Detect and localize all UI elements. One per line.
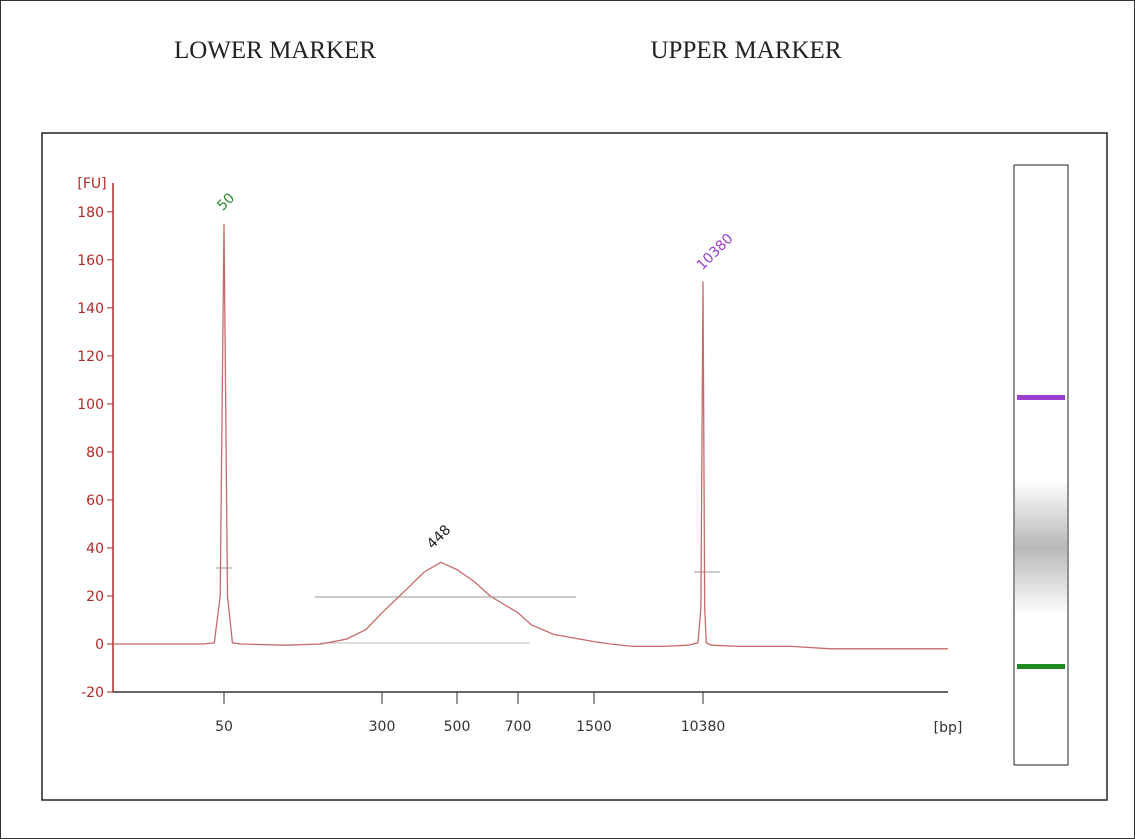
y-tick-label: 160	[77, 253, 104, 269]
y-tick-label: 20	[86, 589, 104, 605]
y-tick-label: 0	[95, 637, 104, 653]
gel-band-upper	[1017, 395, 1065, 400]
y-tick-label: 40	[86, 541, 104, 557]
x-tick-label: 50	[215, 719, 233, 735]
gel-smear	[1015, 480, 1067, 615]
outer-frame	[1, 1, 1135, 839]
gel-band-lower	[1017, 664, 1065, 669]
x-tick-label: 500	[444, 719, 471, 735]
y-tick-label: 180	[77, 205, 104, 221]
x-tick-label: 10380	[681, 719, 726, 735]
y-tick-label: 120	[77, 349, 104, 365]
page: LOWER MARKER UPPER MARKER [FU] [bp] -20 0 20…	[0, 0, 1135, 839]
y-tick-label: -20	[81, 685, 104, 701]
y-tick-label: 80	[86, 445, 104, 461]
x-tick-label: 300	[369, 719, 396, 735]
upper-marker-title: UPPER MARKER	[650, 37, 841, 64]
y-tick-label: 140	[77, 301, 104, 317]
y-axis-label: [FU]	[77, 176, 106, 192]
x-tick-label: 700	[505, 719, 532, 735]
gel-lane	[1014, 165, 1068, 765]
y-tick-label: 60	[86, 493, 104, 509]
x-tick-label: 1500	[576, 719, 612, 735]
y-tick-label: 100	[77, 397, 104, 413]
x-axis-label: [bp]	[934, 720, 963, 736]
lower-marker-title: LOWER MARKER	[174, 37, 376, 64]
